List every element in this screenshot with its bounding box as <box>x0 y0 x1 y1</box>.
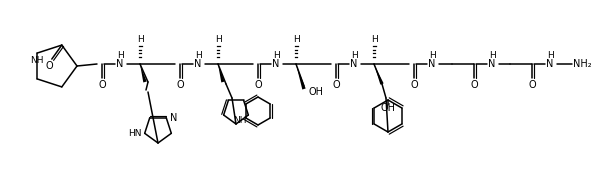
Text: H: H <box>351 52 357 61</box>
Text: O: O <box>176 80 184 90</box>
Text: H: H <box>214 34 221 43</box>
Text: N: N <box>428 59 436 69</box>
Text: O: O <box>528 80 536 90</box>
Text: H: H <box>489 52 496 61</box>
Text: N: N <box>488 59 496 69</box>
Polygon shape <box>140 64 147 82</box>
Text: H: H <box>429 52 436 61</box>
Text: NH₂: NH₂ <box>573 59 591 69</box>
Text: OH: OH <box>309 87 323 97</box>
Text: O: O <box>98 80 106 90</box>
Polygon shape <box>296 64 306 90</box>
Text: H: H <box>371 34 378 43</box>
Text: O: O <box>46 61 54 71</box>
Text: N: N <box>194 59 202 69</box>
Text: NH: NH <box>31 56 44 65</box>
Text: H: H <box>293 34 299 43</box>
Text: H: H <box>547 52 554 61</box>
Text: N: N <box>546 59 554 69</box>
Text: N: N <box>350 59 357 69</box>
Text: H: H <box>273 52 279 61</box>
Text: HN: HN <box>128 129 141 138</box>
Polygon shape <box>218 64 225 82</box>
Polygon shape <box>374 64 384 85</box>
Text: H: H <box>195 52 202 61</box>
Text: O: O <box>254 80 262 90</box>
Text: NH: NH <box>233 116 247 125</box>
Text: N: N <box>273 59 280 69</box>
Text: N: N <box>116 59 123 69</box>
Text: H: H <box>117 52 123 61</box>
Text: H: H <box>137 34 144 43</box>
Text: O: O <box>410 80 418 90</box>
Text: OH: OH <box>381 103 395 113</box>
Text: N: N <box>169 113 177 123</box>
Text: O: O <box>332 80 340 90</box>
Text: O: O <box>470 80 478 90</box>
